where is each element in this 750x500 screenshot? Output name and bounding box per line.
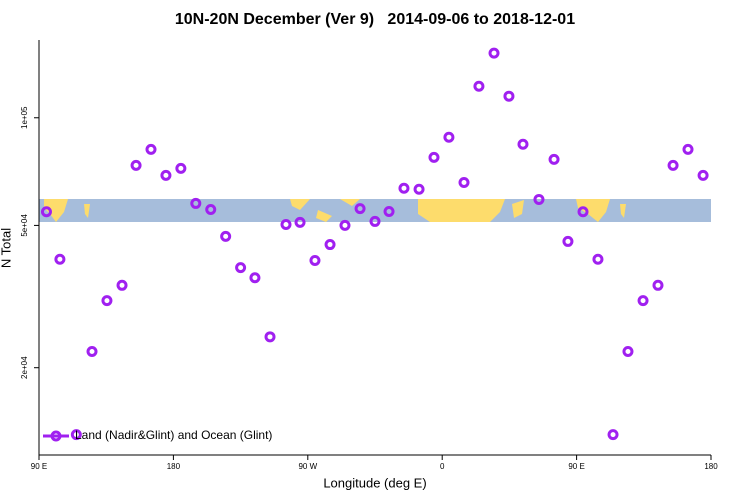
land <box>44 199 68 222</box>
point <box>562 235 574 247</box>
map-band <box>39 199 711 222</box>
y-tick-label: 5e+04 <box>20 214 29 237</box>
ocean-band <box>39 199 711 222</box>
land <box>418 199 505 222</box>
y-axis-label: N Total <box>0 228 13 268</box>
point <box>607 429 619 441</box>
point <box>577 206 589 218</box>
land <box>340 199 360 206</box>
y-tick-label: 2e+04 <box>20 356 29 379</box>
point <box>533 193 545 205</box>
point <box>667 159 679 171</box>
point <box>517 138 529 150</box>
point <box>309 254 321 266</box>
point <box>70 429 82 441</box>
land <box>512 200 524 218</box>
x-tick-label: 90 W <box>298 462 317 471</box>
point <box>235 262 247 274</box>
point <box>160 169 172 181</box>
point <box>264 331 276 343</box>
point <box>443 131 455 143</box>
chart-title: 10N-20N December (Ver 9) 2014-09-06 to 2… <box>175 11 575 28</box>
x-tick-label: 90 E <box>31 462 47 471</box>
point <box>398 182 410 194</box>
x-tick-label: 0 <box>440 462 445 471</box>
land <box>290 199 310 210</box>
point <box>354 203 366 215</box>
point <box>383 205 395 217</box>
point <box>324 239 336 251</box>
point <box>86 345 98 357</box>
point <box>249 272 261 284</box>
point <box>369 215 381 227</box>
point <box>428 151 440 163</box>
land <box>620 204 626 218</box>
point <box>458 177 470 189</box>
point <box>697 169 709 181</box>
point <box>116 279 128 291</box>
point <box>473 80 485 92</box>
point <box>592 253 604 265</box>
point <box>413 183 425 195</box>
y-tick-label: 1e+05 <box>20 106 29 129</box>
x-axis-label: Longitude (deg E) <box>323 475 426 490</box>
point <box>339 219 351 231</box>
point <box>682 143 694 155</box>
point <box>652 279 664 291</box>
point <box>488 47 500 59</box>
point <box>190 197 202 209</box>
legend-label: Land (Nadir&Glint) and Ocean (Glint) <box>75 428 272 442</box>
x-tick-label: 180 <box>704 462 718 471</box>
point <box>294 216 306 228</box>
land <box>576 199 610 222</box>
point <box>40 206 52 218</box>
point <box>622 345 634 357</box>
x-tick-label: 180 <box>167 462 181 471</box>
point <box>548 153 560 165</box>
point <box>130 159 142 171</box>
point <box>205 203 217 215</box>
point <box>503 90 515 102</box>
point <box>175 162 187 174</box>
point <box>101 295 113 307</box>
point <box>220 230 232 242</box>
point <box>54 253 66 265</box>
x-tick-label: 90 E <box>568 462 584 471</box>
land <box>316 210 332 222</box>
point <box>280 218 292 230</box>
point <box>637 295 649 307</box>
point <box>145 143 157 155</box>
land <box>84 204 90 218</box>
legend-marker <box>50 430 62 442</box>
